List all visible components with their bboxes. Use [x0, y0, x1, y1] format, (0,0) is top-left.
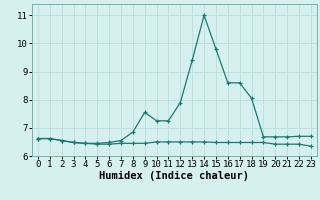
X-axis label: Humidex (Indice chaleur): Humidex (Indice chaleur)	[100, 171, 249, 181]
